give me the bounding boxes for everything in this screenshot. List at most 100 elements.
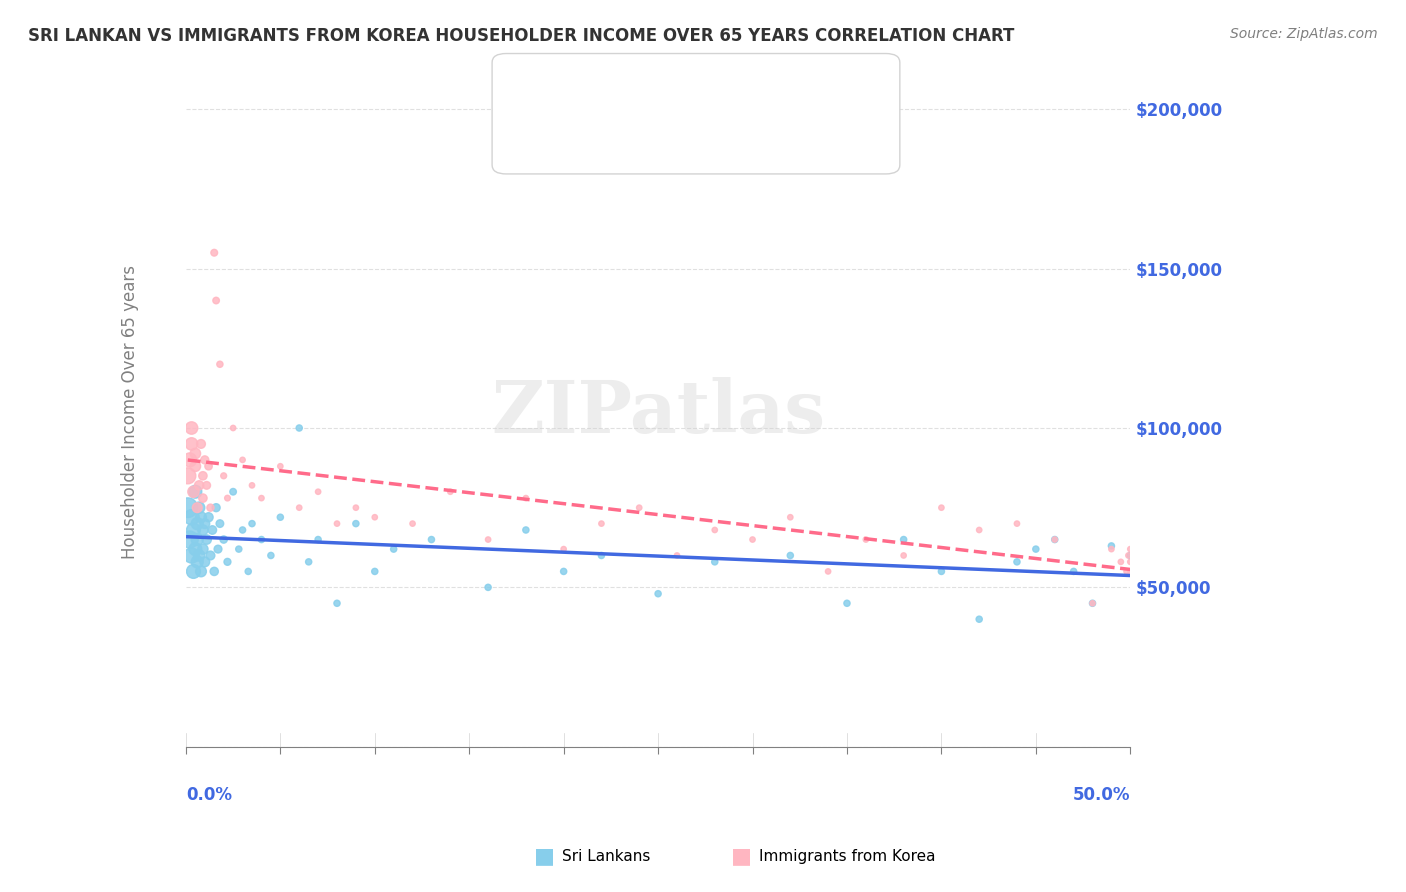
Point — [364, 565, 387, 579]
Y-axis label: Householder Income Over 65 years: Householder Income Over 65 years — [121, 265, 139, 559]
Point — [401, 516, 423, 531]
Point — [1043, 533, 1066, 547]
Point — [1063, 565, 1085, 579]
Point — [515, 523, 537, 537]
Point — [967, 523, 990, 537]
Point — [855, 533, 877, 547]
Point — [835, 596, 858, 610]
Point — [190, 510, 212, 524]
Point — [232, 523, 254, 537]
Point — [191, 523, 214, 537]
Text: ■: ■ — [731, 847, 752, 866]
Point — [238, 565, 260, 579]
Point — [288, 500, 311, 515]
Point — [212, 533, 235, 547]
Text: R = -0.195   N = 57: R = -0.195 N = 57 — [560, 118, 749, 136]
Point — [420, 533, 443, 547]
Point — [201, 523, 224, 537]
Point — [591, 516, 613, 531]
Point — [191, 491, 214, 505]
Point — [344, 516, 367, 531]
Point — [326, 596, 349, 610]
Text: Source: ZipAtlas.com: Source: ZipAtlas.com — [1230, 27, 1378, 41]
Point — [307, 484, 329, 499]
Point — [186, 533, 208, 547]
Point — [212, 468, 235, 483]
Point — [1081, 596, 1104, 610]
Point — [1099, 539, 1122, 553]
Point — [222, 421, 245, 435]
Point — [188, 500, 211, 515]
Point — [967, 612, 990, 626]
Point — [477, 533, 499, 547]
Point — [197, 510, 219, 524]
Point — [202, 565, 225, 579]
Point — [200, 549, 222, 563]
Point — [1119, 542, 1142, 557]
Point — [186, 516, 208, 531]
Point — [1043, 533, 1066, 547]
Text: 0.0%: 0.0% — [186, 786, 232, 805]
Point — [194, 555, 217, 569]
Point — [553, 542, 575, 557]
Point — [893, 533, 915, 547]
Point — [288, 421, 311, 435]
Point — [779, 549, 801, 563]
Point — [1119, 555, 1142, 569]
Point — [1119, 549, 1142, 563]
Text: R = -0.291   N = 63: R = -0.291 N = 63 — [560, 78, 749, 96]
Point — [222, 484, 245, 499]
Text: Immigrants from Korea: Immigrants from Korea — [759, 849, 936, 863]
Point — [207, 542, 229, 557]
Point — [200, 500, 222, 515]
Point — [195, 533, 218, 547]
Point — [307, 533, 329, 547]
Point — [1025, 542, 1047, 557]
Point — [184, 484, 207, 499]
Point — [1081, 596, 1104, 610]
Text: ■: ■ — [527, 117, 548, 136]
Point — [190, 437, 212, 451]
Point — [186, 555, 208, 569]
Point — [382, 542, 405, 557]
Point — [893, 549, 915, 563]
Point — [194, 453, 217, 467]
Point — [205, 293, 228, 308]
Point — [184, 446, 207, 460]
Point — [217, 491, 239, 505]
Point — [515, 491, 537, 505]
Point — [250, 533, 273, 547]
Point — [228, 542, 250, 557]
Point — [194, 516, 217, 531]
Point — [779, 510, 801, 524]
Point — [326, 516, 349, 531]
Point — [628, 500, 651, 515]
Point — [240, 478, 263, 492]
Text: 50.0%: 50.0% — [1073, 786, 1130, 805]
Point — [647, 587, 669, 601]
Point — [205, 500, 228, 515]
Point — [240, 516, 263, 531]
Point — [260, 549, 283, 563]
Point — [269, 510, 291, 524]
Point — [184, 459, 207, 474]
Point — [208, 357, 231, 371]
Point — [177, 468, 200, 483]
Point — [195, 478, 218, 492]
Text: ■: ■ — [527, 78, 548, 97]
Point — [269, 459, 291, 474]
Point — [180, 549, 202, 563]
Point — [1118, 549, 1140, 563]
Point — [1115, 565, 1137, 579]
Point — [183, 484, 205, 499]
Point — [703, 555, 725, 569]
Point — [197, 459, 219, 474]
Point — [179, 453, 201, 467]
Point — [439, 484, 461, 499]
Text: SRI LANKAN VS IMMIGRANTS FROM KOREA HOUSEHOLDER INCOME OVER 65 YEARS CORRELATION: SRI LANKAN VS IMMIGRANTS FROM KOREA HOUS… — [28, 27, 1015, 45]
Point — [703, 523, 725, 537]
Point — [741, 533, 763, 547]
Point — [931, 500, 953, 515]
Point — [208, 516, 231, 531]
Point — [183, 523, 205, 537]
